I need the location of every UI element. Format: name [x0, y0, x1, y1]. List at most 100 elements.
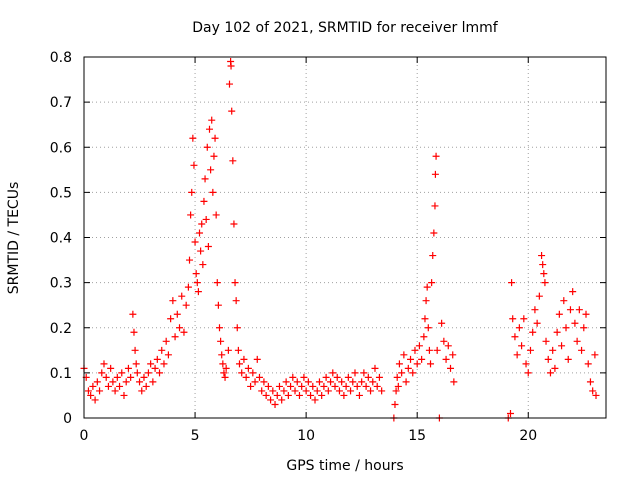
data-point	[533, 319, 541, 327]
data-point	[232, 297, 240, 305]
data-point	[164, 351, 172, 359]
data-point	[201, 175, 209, 183]
data-point	[307, 391, 315, 399]
data-point	[329, 369, 337, 377]
data-point	[273, 391, 281, 399]
data-point	[107, 364, 115, 372]
data-point	[258, 387, 266, 395]
grid-lines	[84, 57, 606, 418]
data-point	[249, 369, 257, 377]
data-point	[190, 161, 198, 169]
data-point	[287, 382, 295, 390]
data-point	[275, 382, 283, 390]
data-point	[203, 143, 211, 151]
data-point	[289, 373, 297, 381]
data-point	[313, 387, 321, 395]
data-point	[109, 378, 117, 386]
data-point	[338, 378, 346, 386]
data-point	[395, 360, 403, 368]
data-point	[546, 369, 554, 377]
data-point	[144, 369, 152, 377]
data-point	[573, 337, 581, 345]
data-point	[233, 324, 241, 332]
data-point	[200, 197, 208, 205]
data-point	[234, 346, 242, 354]
x-axis-label: GPS time / hours	[286, 458, 403, 474]
data-point	[291, 387, 299, 395]
data-point	[212, 211, 220, 219]
data-point	[158, 346, 166, 354]
data-point	[124, 364, 132, 372]
data-point	[100, 360, 108, 368]
data-point	[171, 333, 179, 341]
data-point	[531, 306, 539, 314]
data-point	[151, 364, 159, 372]
data-point	[449, 351, 457, 359]
data-point	[524, 369, 532, 377]
data-point	[551, 364, 559, 372]
data-point	[197, 247, 205, 255]
data-point	[149, 378, 157, 386]
y-tick-label: 0.6	[50, 140, 72, 156]
data-point	[340, 391, 348, 399]
data-point	[267, 396, 275, 404]
data-point	[225, 80, 233, 88]
data-point	[219, 360, 227, 368]
data-point	[318, 391, 326, 399]
data-point	[262, 391, 270, 399]
data-point	[508, 279, 516, 287]
data-point	[229, 157, 237, 165]
data-point	[584, 360, 592, 368]
data-point	[526, 346, 534, 354]
data-point	[506, 409, 514, 417]
data-point	[113, 373, 121, 381]
data-point	[418, 355, 426, 363]
data-point	[407, 355, 415, 363]
data-point	[167, 315, 175, 323]
data-point	[511, 333, 519, 341]
data-point	[96, 387, 104, 395]
data-point	[173, 310, 181, 318]
data-point	[420, 333, 428, 341]
data-point	[178, 292, 186, 300]
data-point	[187, 211, 195, 219]
data-point	[227, 62, 235, 70]
x-tick-label: 5	[191, 428, 200, 444]
data-point	[230, 220, 238, 228]
y-tick-label: 0.4	[50, 231, 72, 247]
data-point	[429, 252, 437, 260]
x-tick-label: 10	[297, 428, 315, 444]
data-point	[213, 279, 221, 287]
data-point	[578, 346, 586, 354]
data-point	[93, 378, 101, 386]
data-point	[367, 387, 375, 395]
data-point	[558, 342, 566, 350]
data-point	[176, 324, 184, 332]
data-point	[209, 188, 217, 196]
data-point	[444, 342, 452, 350]
data-point	[571, 319, 579, 327]
data-point	[375, 373, 383, 381]
data-point	[215, 324, 223, 332]
data-point	[162, 337, 170, 345]
data-point	[421, 315, 429, 323]
data-point	[402, 378, 410, 386]
data-point	[440, 337, 448, 345]
data-point	[194, 288, 202, 296]
data-point	[160, 360, 168, 368]
data-point	[522, 360, 530, 368]
data-points	[80, 58, 600, 422]
data-point	[129, 310, 137, 318]
data-point	[98, 369, 106, 377]
data-point	[425, 346, 433, 354]
x-tick-label: 15	[408, 428, 426, 444]
data-point	[358, 378, 366, 386]
data-point	[302, 387, 310, 395]
data-point	[315, 378, 323, 386]
data-point	[353, 382, 361, 390]
data-point	[120, 391, 128, 399]
data-point	[180, 328, 188, 336]
data-point	[244, 364, 252, 372]
data-point	[193, 279, 201, 287]
data-point	[138, 387, 146, 395]
